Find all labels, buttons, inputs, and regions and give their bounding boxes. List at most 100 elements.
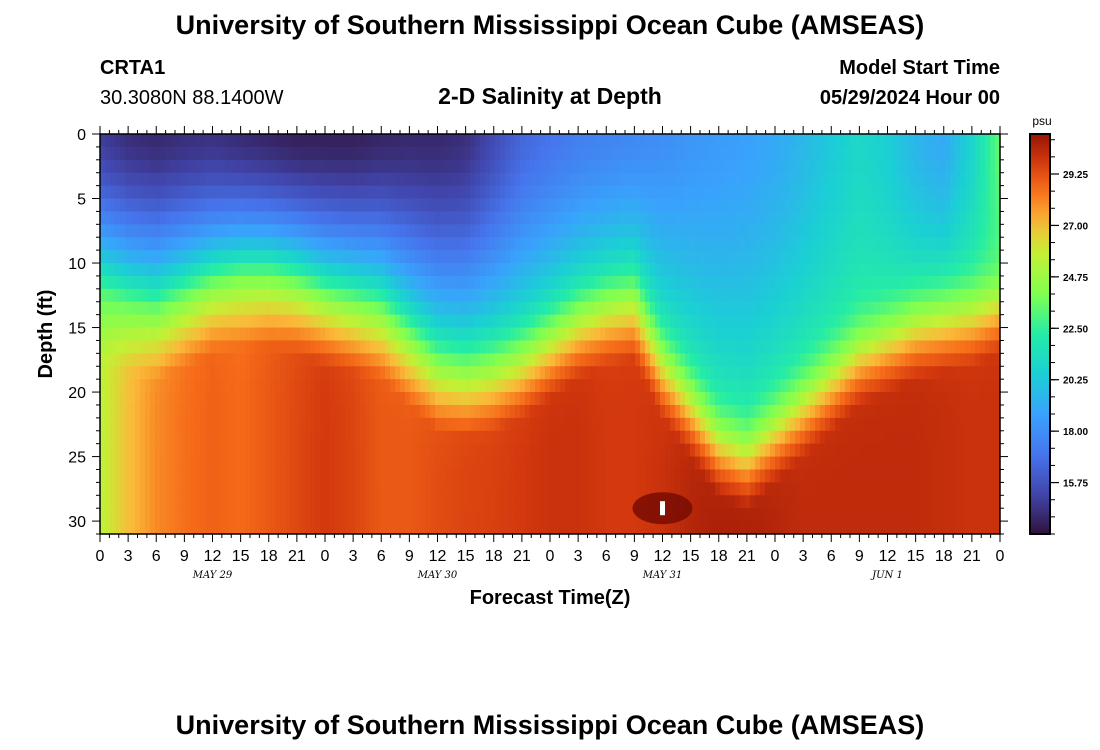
heatmap-cell [775, 521, 781, 534]
heatmap-cell [390, 146, 396, 161]
heatmap-cell [815, 327, 821, 342]
heatmap-cell [325, 263, 331, 277]
heatmap-cell [245, 366, 251, 380]
heatmap-cell [150, 224, 156, 238]
heatmap-cell [405, 327, 411, 342]
heatmap-cell [155, 159, 161, 174]
heatmap-cell [710, 211, 716, 225]
heatmap-cell [135, 250, 141, 264]
heatmap-cell [285, 482, 291, 496]
heatmap-cell [385, 146, 391, 161]
heatmap-cell [130, 250, 136, 264]
heatmap-cell [560, 379, 566, 393]
heatmap-cell [250, 134, 256, 148]
heatmap-cell [290, 340, 296, 354]
heatmap-cell [490, 392, 496, 406]
heatmap-cell [770, 469, 776, 483]
heatmap-cell [635, 146, 641, 161]
heatmap-cell [315, 456, 321, 471]
heatmap-cell [665, 146, 671, 161]
heatmap-cell [500, 508, 506, 522]
heatmap-cell [220, 456, 226, 471]
heatmap-cell [275, 250, 281, 264]
heatmap-cell [565, 366, 571, 380]
heatmap-cell [185, 250, 191, 264]
heatmap-cell [710, 198, 716, 213]
heatmap-cell [155, 430, 161, 445]
heatmap-cell [565, 495, 571, 509]
heatmap-cell [300, 469, 306, 483]
heatmap-cell [780, 404, 786, 419]
heatmap-cell [885, 404, 891, 419]
heatmap-cell [575, 508, 581, 522]
heatmap-cell [720, 379, 726, 393]
heatmap-cell [170, 263, 176, 277]
heatmap-cell [655, 224, 661, 238]
heatmap-cell [445, 392, 451, 406]
heatmap-cell [280, 340, 286, 354]
heatmap-cell [725, 353, 731, 367]
heatmap-cell [445, 198, 451, 213]
heatmap-cell [865, 275, 871, 290]
heatmap-cell [870, 288, 876, 303]
heatmap-cell [410, 521, 416, 534]
heatmap-cell [675, 185, 681, 200]
heatmap-cell [105, 288, 111, 303]
heatmap-cell [210, 366, 216, 380]
heatmap-cell [735, 327, 741, 342]
heatmap-cell [245, 469, 251, 483]
heatmap-cell [510, 172, 516, 187]
heatmap-cell [680, 392, 686, 406]
heatmap-cell [895, 379, 901, 393]
heatmap-cell [545, 404, 551, 419]
heatmap-cell [750, 314, 756, 329]
heatmap-cell [850, 211, 856, 225]
heatmap-cell [180, 521, 186, 534]
heatmap-cell [405, 521, 411, 534]
heatmap-cell [345, 237, 351, 251]
heatmap-cell [560, 392, 566, 406]
heatmap-cell [630, 417, 636, 432]
heatmap-cell [670, 288, 676, 303]
heatmap-cell [795, 353, 801, 367]
heatmap-cell [420, 353, 426, 367]
heatmap-cell [570, 224, 576, 238]
heatmap-cell [365, 469, 371, 483]
heatmap-cell [425, 146, 431, 161]
heatmap-cell [540, 495, 546, 509]
heatmap-cell [705, 314, 711, 329]
heatmap-cell [860, 211, 866, 225]
heatmap-cell [430, 211, 436, 225]
heatmap-cell [195, 134, 201, 148]
heatmap-cell [165, 340, 171, 354]
heatmap-cell [330, 456, 336, 471]
heatmap-cell [365, 340, 371, 354]
heatmap-cell [155, 366, 161, 380]
heatmap-cell [885, 417, 891, 432]
heatmap-cell [100, 275, 106, 290]
heatmap-cell [280, 430, 286, 445]
heatmap-cell [330, 159, 336, 174]
heatmap-cell [675, 172, 681, 187]
heatmap-cell [715, 185, 721, 200]
heatmap-cell [110, 508, 116, 522]
heatmap-cell [230, 430, 236, 445]
heatmap-cell [140, 314, 146, 329]
heatmap-cell [420, 366, 426, 380]
heatmap-cell [140, 521, 146, 534]
heatmap-cell [185, 353, 191, 367]
heatmap-cell [745, 443, 751, 458]
heatmap-cell [840, 211, 846, 225]
heatmap-cell [560, 482, 566, 496]
heatmap-cell [440, 404, 446, 419]
heatmap-cell [375, 327, 381, 342]
heatmap-cell [555, 366, 561, 380]
heatmap-cell [490, 211, 496, 225]
heatmap-cell [730, 482, 736, 496]
heatmap-cell [145, 495, 151, 509]
heatmap-cell [640, 134, 646, 148]
heatmap-cell [470, 146, 476, 161]
heatmap-cell [305, 198, 311, 213]
heatmap-cell [375, 430, 381, 445]
heatmap-cell [485, 275, 491, 290]
